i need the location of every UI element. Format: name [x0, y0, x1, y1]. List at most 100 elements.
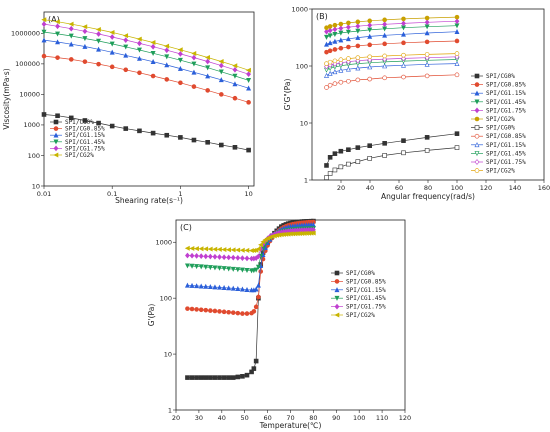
data-point [184, 245, 190, 251]
data-point [55, 23, 60, 30]
y-tick-label: 100 [28, 152, 40, 160]
data-point [324, 28, 329, 35]
data-point [218, 77, 224, 83]
panel-label: (A) [48, 15, 60, 24]
data-point [41, 112, 47, 117]
data-point [424, 54, 430, 61]
data-point [327, 27, 333, 34]
data-point [198, 253, 204, 259]
data-point [355, 159, 361, 164]
data-point [346, 147, 351, 153]
data-point [235, 285, 241, 291]
x-axis-label: Shearing rate(s⁻¹) [115, 196, 183, 205]
x-axis-label: Angular frequency(rad/s) [381, 192, 475, 201]
legend-label: SPI/CG1.45% [486, 99, 526, 106]
data-point [212, 375, 218, 380]
data-point [226, 266, 232, 272]
data-point [55, 55, 60, 60]
x-tick-label: 90 [332, 414, 340, 422]
data-point [401, 52, 406, 58]
data-point [207, 284, 213, 290]
data-point [367, 54, 373, 60]
data-point [221, 375, 227, 380]
legend-label: SPI/CG0% [486, 73, 515, 80]
data-point [137, 70, 142, 76]
data-point [123, 33, 129, 39]
legend-label: SPI/CG2% [486, 116, 515, 123]
data-point [230, 285, 236, 291]
panel-label: (C) [180, 223, 192, 232]
data-point [327, 24, 333, 29]
data-point [327, 171, 333, 176]
data-point [226, 254, 232, 261]
data-point [355, 43, 361, 49]
data-point [245, 67, 251, 73]
data-point [205, 58, 211, 65]
data-point [232, 63, 238, 69]
data-point [54, 19, 60, 25]
data-point [221, 254, 227, 261]
x-tick-label: 70 [286, 414, 294, 422]
series-line [43, 55, 249, 103]
data-point [164, 47, 170, 54]
data-point [382, 141, 387, 146]
data-point [221, 266, 227, 272]
data-point [244, 286, 250, 292]
legend-marker [474, 151, 480, 157]
y-tick-label: 10 [300, 119, 308, 127]
data-point [382, 53, 387, 59]
data-point [194, 264, 200, 270]
data-point [246, 71, 251, 78]
data-point [123, 44, 129, 50]
data-point [136, 36, 142, 42]
y-tick-label: 1 [304, 176, 308, 184]
data-point [164, 54, 170, 60]
x-tick-label: 160 [538, 184, 550, 192]
data-point [41, 37, 47, 43]
data-point [346, 78, 351, 84]
data-point [203, 283, 209, 289]
data-point [232, 95, 238, 101]
data-point [205, 88, 210, 93]
y-tick-label: 100 [296, 62, 308, 70]
legend-label: SPI/CG0.85% [486, 133, 526, 140]
data-point [226, 375, 231, 380]
legend-marker [334, 295, 340, 301]
data-point [424, 148, 430, 153]
legend-marker [474, 142, 480, 148]
data-point [332, 69, 338, 75]
data-point [327, 70, 333, 76]
data-point [454, 72, 460, 78]
data-point [367, 18, 373, 24]
data-point [217, 265, 222, 271]
x-tick-label: 80 [309, 414, 317, 422]
x-tick-label: 50 [241, 414, 249, 422]
x-tick-label: 40 [366, 184, 374, 192]
chart-panel-a: 0.01 0.1 1 10 10 100 1000 10000 100000 1000000 She… [2, 11, 255, 205]
data-point [338, 164, 344, 170]
data-point [95, 26, 101, 32]
legend-marker [334, 270, 340, 276]
data-point [226, 285, 232, 291]
data-point [401, 31, 406, 37]
data-point [232, 73, 238, 79]
legend-marker [474, 125, 480, 130]
data-point [230, 247, 236, 253]
data-point [164, 132, 170, 138]
data-point [221, 309, 227, 315]
data-point [240, 374, 245, 379]
data-point [401, 16, 406, 22]
data-point [164, 43, 170, 49]
data-point [235, 310, 241, 316]
data-point [256, 253, 261, 260]
legend-marker [53, 152, 59, 158]
data-point [260, 239, 266, 245]
data-point [230, 375, 236, 380]
data-point [137, 128, 142, 134]
data-point [218, 58, 224, 64]
data-point [136, 47, 142, 53]
data-point [382, 75, 387, 81]
data-point [177, 65, 183, 71]
data-point [332, 38, 338, 44]
series-3 [41, 29, 252, 83]
